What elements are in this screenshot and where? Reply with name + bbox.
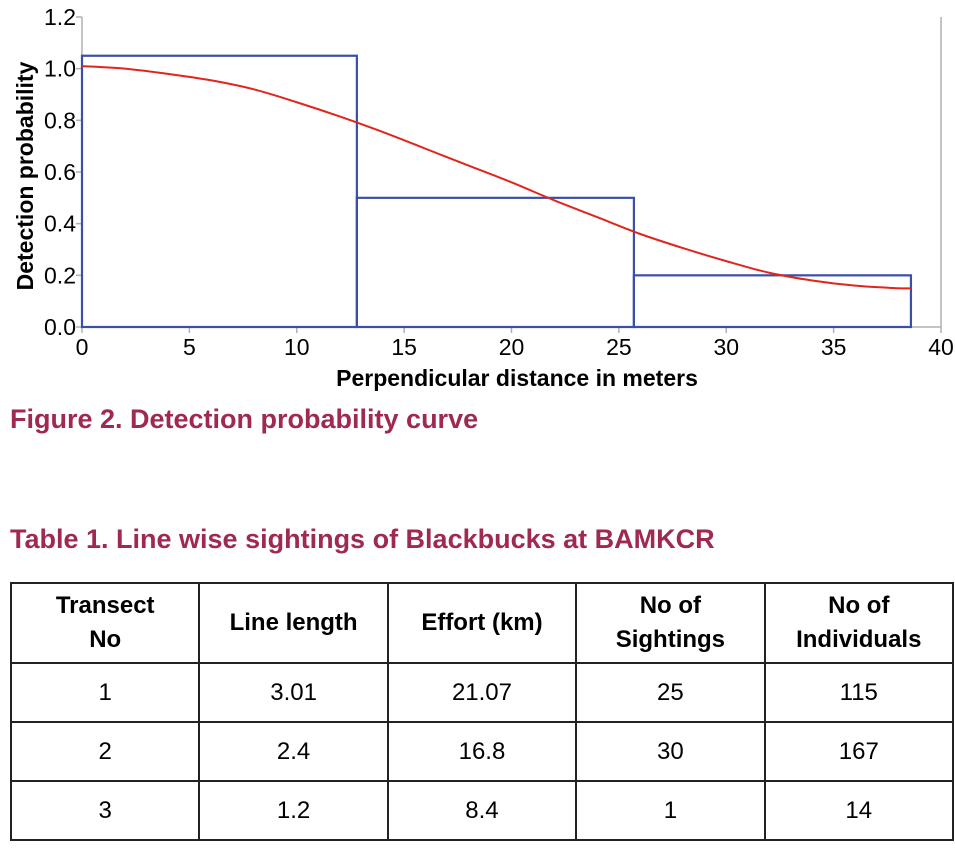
table-row: 3 1.2 8.4 1 14 [9,780,955,841]
table-cell: 8.4 [386,780,578,841]
header-sightings: No of Sightings [575,582,766,664]
y-tick-label: 1.0 [44,56,76,82]
table-cell: 21.07 [386,662,578,723]
table-row: 2 2.4 16.8 30 167 [9,721,955,782]
table-cell: 115 [763,662,955,723]
sightings-table: Transect No Line length Effort (km) No o… [9,582,955,841]
table-caption: Table 1. Line wise sightings of Blackbuc… [10,524,715,554]
table-cell: 30 [575,721,766,782]
x-tick-label: 40 [928,334,954,360]
x-tick-label: 30 [713,334,739,360]
y-axis-label: Detection probability [12,61,38,290]
y-tick-label: 0.0 [44,314,76,340]
histogram-bar [80,54,358,329]
figure-caption: Figure 2. Detection probability curve [10,404,479,434]
x-tick-label: 0 [76,334,89,360]
y-tick-label: 0.8 [44,107,76,133]
table-cell: 14 [763,780,955,841]
x-tick-label: 15 [391,334,417,360]
x-tick-label: 25 [606,334,632,360]
table-header-row: Transect No Line length Effort (km) No o… [9,582,955,664]
header-transect-no: Transect No [9,582,201,664]
x-tick-label: 20 [499,334,525,360]
x-tick-label: 5 [183,334,196,360]
table-cell: 167 [763,721,955,782]
table-cell: 25 [575,662,766,723]
table-cell: 1 [575,780,766,841]
table-cell: 2 [9,721,201,782]
y-tick-label: 0.2 [44,262,76,288]
table-cell: 2.4 [198,721,389,782]
x-tick-label: 10 [284,334,310,360]
detection-probability-chart: 0 5 10 15 20 25 30 35 40 0.0 0.2 0.4 0.6 0.8 1.0 1.2 Pe… [12,4,954,391]
histogram-bar [355,196,636,329]
header-effort: Effort (km) [386,582,578,664]
table-cell: 16.8 [386,721,578,782]
table-cell: 3.01 [198,662,389,723]
chart-ticks: 0 5 10 15 20 25 30 35 40 0.0 0.2 0.4 0.6 0.8 1.0 1.2 [44,4,954,360]
table-cell: 1 [9,662,201,723]
table-cell: 3 [9,780,201,841]
detection-curve [81,65,911,290]
x-tick-label: 35 [821,334,847,360]
y-tick-label: 1.2 [44,4,76,30]
histogram-bins [80,54,913,329]
header-individuals: No of Individuals [763,582,955,664]
y-tick-label: 0.6 [44,159,76,185]
header-line-length: Line length [198,582,389,664]
x-axis-label: Perpendicular distance in meters [336,365,698,391]
y-tick-label: 0.4 [44,211,76,237]
table-row: 1 3.01 21.07 25 115 [9,662,955,723]
histogram-bar [632,274,913,329]
table-cell: 1.2 [198,780,389,841]
